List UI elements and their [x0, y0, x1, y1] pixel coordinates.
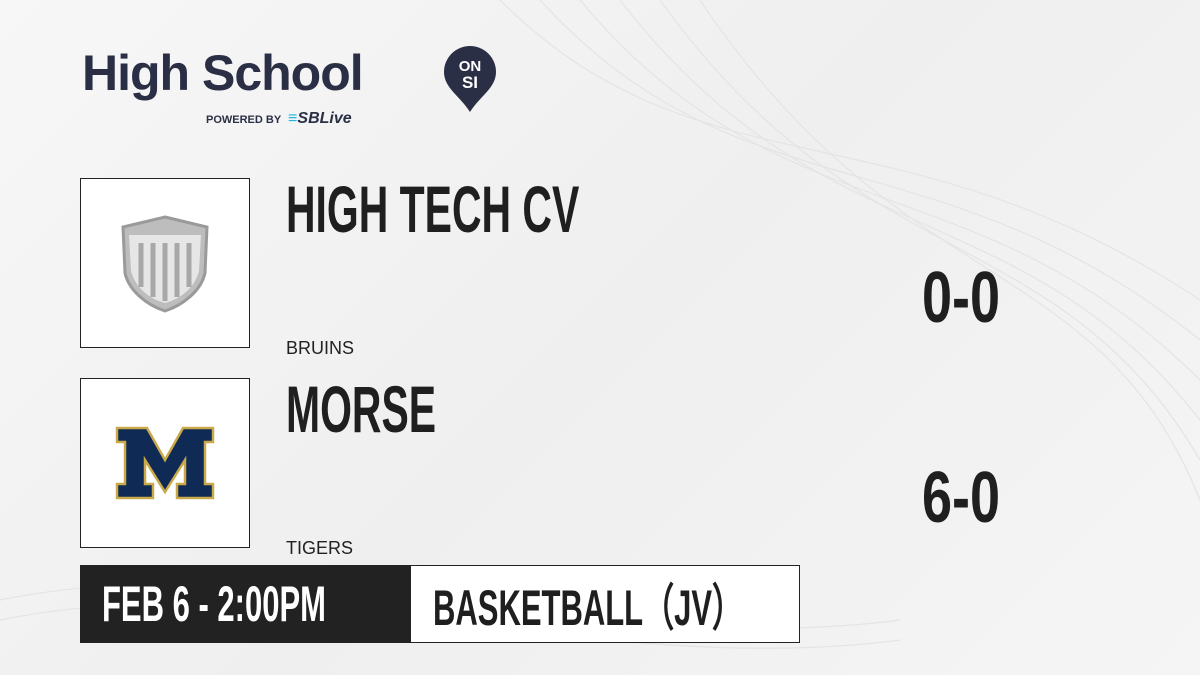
- shield-placeholder-icon: [121, 215, 209, 313]
- team-mascot-away: TIGERS: [286, 538, 354, 558]
- on-si-pin-icon: ON SI: [444, 46, 496, 112]
- team-logo-home: [80, 178, 250, 348]
- high-school-on-si-logo: High School ON SI POWERED BY ≡SBLive: [82, 44, 496, 127]
- block-m-icon: [115, 426, 215, 500]
- game-datetime: FEB 6 - 2:00PM: [80, 565, 410, 643]
- partner-name: SBLive: [297, 110, 352, 127]
- powered-by: POWERED BY ≡SBLive: [206, 110, 352, 128]
- team-record-away: 6-0: [922, 458, 1001, 538]
- game-sport: BASKETBALL（JV）: [410, 565, 800, 643]
- team-name-away: MORSE: [286, 372, 437, 446]
- brand-title: High School: [82, 45, 364, 101]
- team-mascot-home: BRUINS: [286, 338, 355, 358]
- badge-bottom: SI: [462, 73, 478, 92]
- team-logo-away: [80, 378, 250, 548]
- game-info-bar: FEB 6 - 2:00PM BASKETBALL（JV）: [80, 565, 800, 643]
- sblive-mark-icon: ≡: [288, 110, 298, 127]
- badge-top: ON: [459, 58, 482, 75]
- team-record-home: 0-0: [922, 258, 1001, 338]
- powered-by-label: POWERED BY: [206, 114, 281, 126]
- team-name-home: HIGH TECH CV: [286, 172, 580, 246]
